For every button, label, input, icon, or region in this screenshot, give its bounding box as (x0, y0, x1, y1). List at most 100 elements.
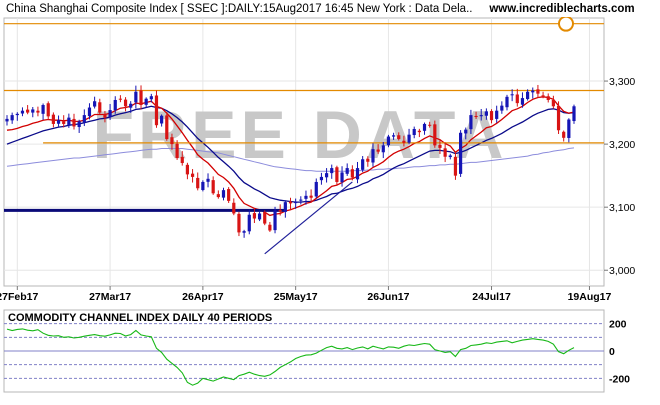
candle-down (237, 213, 241, 233)
candle-up (484, 111, 488, 116)
candle-down (51, 114, 55, 124)
trend-line (264, 181, 353, 255)
candle-down (98, 102, 102, 113)
candle-up (20, 110, 25, 114)
cci-series (6, 328, 575, 386)
cci-y-tick-label: 200 (609, 319, 627, 331)
candle-up (567, 119, 571, 138)
candle-down (190, 173, 195, 177)
candle-up (355, 168, 360, 180)
candle-down (428, 124, 432, 126)
candle-up (10, 115, 14, 121)
cci-line (6, 328, 575, 386)
candle-down (154, 95, 159, 126)
candle-up (505, 96, 509, 108)
price-y-tick-label: 3,300 (609, 76, 635, 88)
candle-up (113, 99, 117, 111)
date-tick-label: 26Apr17 (182, 291, 224, 303)
candle-down (232, 202, 236, 214)
candle-up (201, 181, 205, 191)
candle-up (56, 120, 61, 124)
candle-down (165, 115, 169, 140)
candle-up (381, 145, 385, 153)
chart-title: China Shanghai Composite Index [ SSEC ]:… (6, 3, 472, 15)
candle-up (149, 96, 153, 100)
cci-y-tick-label: -200 (609, 373, 630, 385)
candle-up (129, 103, 133, 108)
candle-up (247, 214, 251, 232)
candle-down (72, 118, 76, 127)
cci-level-lines (4, 323, 604, 379)
candle-up (448, 155, 452, 158)
candle-up (108, 110, 112, 118)
candle-up (87, 107, 92, 117)
candle-down (541, 95, 545, 97)
cci-y-tick-label: 0 (609, 346, 615, 358)
ma-fast-line (6, 96, 575, 217)
candle-up (144, 98, 148, 105)
price-y-tick-label: 3,100 (609, 202, 635, 214)
candle-up (319, 176, 324, 181)
date-tick-label: 27Mar17 (89, 291, 131, 303)
candle-up (531, 90, 535, 93)
candle-down (309, 195, 313, 198)
candle-up (407, 134, 411, 143)
candle-up (221, 190, 226, 198)
candle-down (366, 158, 370, 162)
price-y-tick-label: 3,000 (609, 265, 635, 277)
candle-down (263, 212, 267, 224)
candle-down (350, 169, 354, 178)
candle-down (26, 109, 30, 113)
candle-down (536, 89, 540, 94)
candle-up (345, 168, 349, 174)
candle-up (422, 123, 427, 131)
candle-down (443, 148, 447, 157)
candle-down (123, 99, 128, 107)
candle-down (268, 224, 272, 231)
candle-up (77, 121, 81, 128)
candle-up (206, 178, 210, 182)
candle-up (469, 115, 473, 130)
candle-down (211, 180, 215, 194)
candle-down (438, 144, 442, 148)
candle-up (324, 173, 329, 178)
candle-down (175, 143, 179, 158)
candle-up (391, 135, 396, 137)
candle-up (371, 149, 375, 163)
price-y-axis: 3,000 3,100 3,200 3,300 (604, 76, 635, 277)
candle-up (572, 106, 576, 122)
candle-up (314, 181, 318, 197)
candle-up (340, 172, 344, 183)
candle-up (15, 113, 19, 116)
candle-down (335, 167, 339, 182)
price-y-tick-label: 3,200 (609, 139, 635, 151)
candle-down (252, 213, 257, 219)
candle-up (479, 115, 483, 117)
candle-up (304, 195, 308, 199)
candle-up (464, 129, 468, 134)
reference-lines (4, 15, 604, 255)
candle-down (551, 99, 555, 107)
date-tick-label: 19Aug17 (568, 291, 612, 303)
candle-down (103, 114, 107, 118)
candle-up (495, 110, 499, 119)
candle-down (46, 103, 50, 117)
candle-up (257, 213, 262, 220)
price-candles (5, 84, 576, 238)
site-link[interactable]: www.incrediblecharts.com (488, 3, 634, 15)
candle-down (278, 210, 282, 212)
candle-up (386, 136, 391, 146)
candle-up (134, 91, 138, 103)
candle-up (82, 115, 86, 123)
candle-down (515, 94, 519, 104)
candle-up (500, 105, 504, 111)
candle-down (562, 131, 566, 138)
candle-up (299, 199, 303, 201)
candle-down (556, 105, 561, 131)
target-marker (558, 15, 574, 32)
candle-up (93, 101, 97, 107)
candle-up (294, 202, 298, 204)
cci-title: COMMODITY CHANNEL INDEX DAILY 40 PERIODS (8, 312, 272, 324)
date-axis: 27Feb17 27Mar17 26Apr17 25May17 26Jun17 24Jul… (0, 286, 612, 303)
